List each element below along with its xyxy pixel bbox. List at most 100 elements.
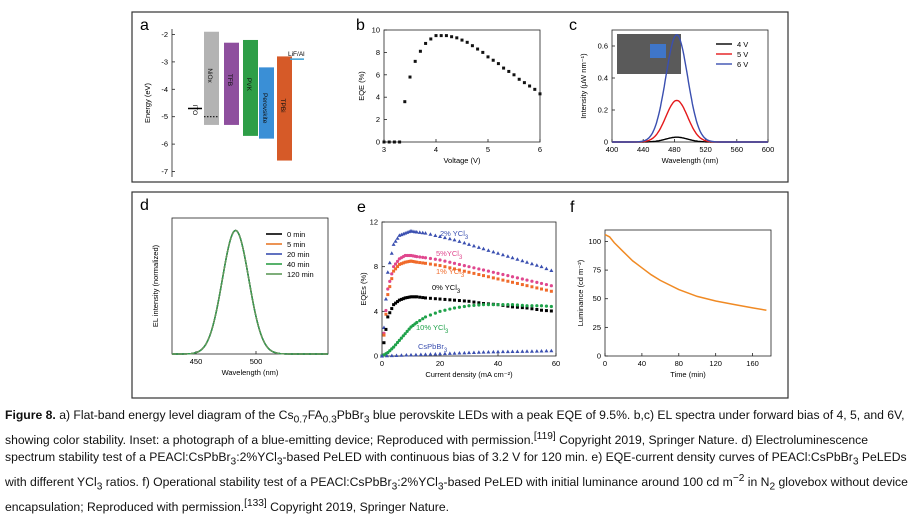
top-frame [131, 11, 789, 183]
panel-f-luminance-time-chart: f 0 40 80 120 160 0 25 50 75 100 Time (min) Luminanc… [570, 199, 772, 379]
data-point [491, 270, 495, 274]
data-point [443, 297, 447, 301]
data-point [423, 256, 428, 260]
data-point [382, 333, 386, 337]
y-tick-label: 6 [376, 70, 380, 79]
data-point [500, 349, 505, 354]
x-tick-label: 500 [250, 357, 263, 366]
top-panel-frame [131, 11, 789, 183]
y-axis-label: Luminance (cd m⁻²) [576, 259, 585, 326]
y-tick-label: -6 [161, 140, 168, 149]
bottom-frame [131, 191, 789, 399]
data-point [465, 40, 469, 44]
data-point [500, 252, 505, 257]
data-point [506, 274, 510, 278]
data-point [396, 300, 400, 304]
data-point [401, 334, 405, 338]
panel-e-eqe-current-chart: e 0 20 40 60 0 4 8 12 Current density (mA cm⁻²) EQ… [357, 199, 560, 379]
data-point [439, 34, 443, 38]
data-point [491, 249, 496, 254]
data-point [409, 352, 413, 357]
data-point [418, 319, 422, 323]
data-point [457, 299, 461, 303]
data-point [399, 353, 404, 357]
y-tick-label: -2 [161, 30, 168, 39]
data-point [413, 295, 417, 299]
data-point [502, 66, 506, 70]
data-point [520, 258, 525, 263]
data-point [467, 242, 471, 246]
data-point [525, 284, 529, 288]
data-point [477, 303, 481, 307]
y-tick-label: 0 [374, 352, 378, 361]
data-point [529, 349, 534, 353]
data-point [481, 50, 485, 54]
data-point [424, 41, 428, 45]
data-point [395, 340, 400, 345]
data-point [453, 267, 456, 271]
data-point [417, 230, 422, 234]
data-point [409, 295, 413, 299]
data-point [496, 62, 500, 66]
data-point [394, 301, 398, 305]
data-point [399, 262, 403, 266]
data-point [501, 272, 505, 277]
y-axis-label: Energy (eV) [143, 82, 152, 123]
data-point [421, 261, 425, 265]
series-label: CsPbBr3 [418, 342, 448, 354]
legend-label: 5 V [737, 50, 748, 59]
data-point [409, 259, 413, 263]
data-point [539, 281, 544, 286]
data-point [397, 298, 401, 302]
data-point [389, 353, 394, 358]
panel-a-energy-diagram: a -2 -3 -4 -5 -6 -7 Energy (eV) ITO NiOx TFB PVK Per… [140, 17, 305, 177]
x-tick-label: 450 [190, 357, 203, 366]
data-point [472, 303, 476, 307]
data-point [388, 311, 392, 315]
data-point [424, 296, 427, 300]
data-point [399, 297, 403, 301]
data-point [530, 307, 534, 311]
x-tick-label: 4 [434, 145, 438, 154]
data-point [390, 277, 394, 281]
data-point [506, 279, 510, 283]
data-point [467, 304, 471, 308]
data-point [413, 352, 418, 357]
data-point [413, 59, 417, 63]
energy-layer [259, 67, 274, 139]
data-point [392, 345, 396, 349]
plot-frame [381, 221, 557, 357]
panel-letter: f [570, 199, 575, 216]
data-point [448, 260, 452, 264]
data-point [510, 275, 515, 279]
data-point [443, 265, 447, 269]
data-point [476, 245, 481, 249]
data-point [496, 349, 500, 354]
data-point [396, 265, 400, 269]
data-point [525, 306, 529, 310]
data-point [491, 349, 496, 354]
data-point [481, 246, 486, 251]
y-tick-label: 75 [593, 266, 601, 275]
y-axis-label: EQEs (%) [359, 272, 368, 306]
data-point [467, 270, 471, 274]
data-point [420, 230, 425, 235]
data-point [544, 309, 548, 313]
data-point [418, 255, 422, 259]
data-point [393, 239, 398, 243]
data-point [544, 348, 549, 353]
data-point [496, 271, 500, 275]
data-point [390, 307, 394, 311]
x-axis-label: Wavelength (nm) [222, 368, 279, 377]
data-point [455, 36, 459, 40]
data-point [477, 273, 481, 277]
plot-frame [171, 217, 329, 355]
data-point [457, 305, 462, 309]
data-point [386, 351, 390, 355]
y-tick-label: 0 [604, 138, 608, 147]
data-point [472, 300, 476, 304]
data-point [411, 259, 415, 263]
data-point [384, 353, 389, 358]
data-point [507, 69, 511, 73]
bottom-panel-frame [131, 191, 789, 399]
